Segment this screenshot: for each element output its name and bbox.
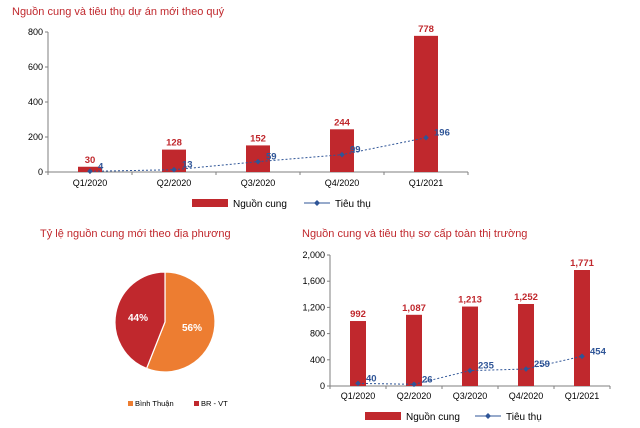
chart1-legend-marker-sales — [314, 200, 320, 206]
chart3-line-value-label: 235 — [478, 361, 495, 372]
chart3-x-tick-label: Q2/2020 — [397, 391, 432, 401]
chart1-y-tick-label: 0 — [38, 167, 43, 177]
chart1-bar-3 — [246, 145, 270, 172]
chart1-bar-5 — [414, 35, 438, 172]
chart1-x-tick-label: Q2/2020 — [157, 178, 192, 188]
chart3-bar-value-label: 1,252 — [514, 292, 538, 303]
chart3-bar-value-label: 1,087 — [402, 303, 426, 314]
chart3-y-tick-label: 2,000 — [302, 250, 325, 260]
chart3-x-tick-label: Q4/2020 — [509, 391, 544, 401]
chart3-bar-value-label: 1,771 — [570, 258, 594, 269]
chart3-line-value-label: 454 — [590, 346, 607, 357]
chart3-line-value-label: 40 — [366, 373, 377, 384]
pie-slice-1 — [145, 271, 216, 373]
chart1-line-point-5 — [423, 134, 429, 141]
chart1-x-tick-label: Q4/2020 — [325, 178, 360, 188]
chart1-y-tick-label: 400 — [28, 97, 43, 107]
chart1-legend-swatch-supply — [192, 199, 228, 207]
chart3-legend-swatch-supply — [365, 412, 401, 420]
chart1-legend-label-supply: Nguồn cung — [233, 198, 287, 210]
chart3-title: Nguồn cung và tiêu thụ sơ cấp toàn thị t… — [302, 228, 527, 240]
chart3-x-tick-label: Q1/2021 — [565, 391, 600, 401]
chart3-y-tick-label: 0 — [320, 381, 325, 391]
pie-slice-label: 56% — [182, 323, 202, 334]
chart1-line-value-label: 59 — [266, 152, 277, 163]
chart1-bar-value-label: 244 — [334, 117, 351, 128]
chart1-y-tick-label: 200 — [28, 132, 43, 142]
chart1-bar-value-label: 30 — [85, 155, 96, 166]
chart3-line-point-2 — [411, 381, 417, 388]
chart1-bar-value-label: 128 — [166, 138, 182, 149]
chart3-legend-label-sales: Tiêu thụ — [506, 412, 542, 423]
chart1-bar-4 — [330, 129, 354, 172]
chart3-x-tick-label: Q3/2020 — [453, 391, 488, 401]
chart1-x-tick-label: Q1/2021 — [409, 178, 444, 188]
chart3-bar-1 — [350, 321, 366, 386]
chart3-line-value-label: 26 — [422, 374, 433, 385]
chart3-y-tick-label: 1,600 — [302, 276, 325, 286]
chart3-bar-4 — [518, 303, 534, 386]
chart1-y-tick-label: 800 — [28, 27, 43, 37]
chart1-line-value-label: 99 — [350, 145, 361, 156]
chart2-title: Tỷ lệ nguồn cung mới theo địa phương — [40, 228, 231, 240]
pie-legend-label: Bình Thuận — [135, 399, 174, 408]
chart1-legend-label-sales: Tiêu thụ — [335, 199, 371, 210]
chart3-line-point-3 — [467, 367, 473, 374]
chart1-line-value-label: 13 — [182, 160, 193, 171]
chart3-bar-2 — [406, 314, 422, 386]
pie-legend-swatch-1 — [128, 401, 133, 406]
chart1-y-tick-label: 600 — [28, 62, 43, 72]
pie-slice-2 — [114, 271, 166, 370]
pie-legend-swatch-2 — [194, 401, 199, 406]
chart1-line-point-1 — [87, 168, 93, 175]
chart3-y-tick-label: 1,200 — [302, 302, 325, 312]
chart1-line-point-4 — [339, 151, 345, 158]
chart3-x-tick-label: Q1/2020 — [341, 391, 376, 401]
chart1-x-tick-label: Q1/2020 — [73, 178, 108, 188]
chart1-line-value-label: 196 — [434, 128, 450, 139]
chart3-legend-label-supply: Nguồn cung — [406, 411, 460, 423]
chart3-bar-value-label: 1,213 — [458, 295, 482, 306]
chart1-bar-value-label: 778 — [418, 24, 434, 35]
chart3-line-value-label: 259 — [534, 359, 550, 370]
chart3-y-tick-label: 800 — [310, 329, 325, 339]
pie-slice-label: 44% — [128, 313, 148, 324]
chart3-legend-marker-sales — [485, 413, 491, 419]
chart3-line-point-1 — [355, 380, 361, 387]
chart1-line-point-3 — [255, 158, 261, 165]
chart1-bar-2 — [162, 149, 186, 172]
chart3-line-point-4 — [523, 366, 529, 372]
chart1-title: Nguồn cung và tiêu thụ dự án mới theo qu… — [12, 6, 225, 18]
chart1-bar-value-label: 152 — [250, 133, 266, 144]
pie-legend-label: BR - VT — [201, 399, 228, 408]
chart1-line-point-2 — [171, 166, 177, 173]
chart1-x-tick-label: Q3/2020 — [241, 178, 276, 188]
chart3-line-point-5 — [579, 353, 585, 360]
chart3-bar-3 — [462, 306, 478, 386]
chart3-bar-value-label: 992 — [350, 309, 366, 320]
chart1-line-value-label: 4 — [98, 161, 104, 172]
chart3-bar-5 — [574, 269, 590, 386]
chart3-y-tick-label: 400 — [310, 355, 325, 365]
